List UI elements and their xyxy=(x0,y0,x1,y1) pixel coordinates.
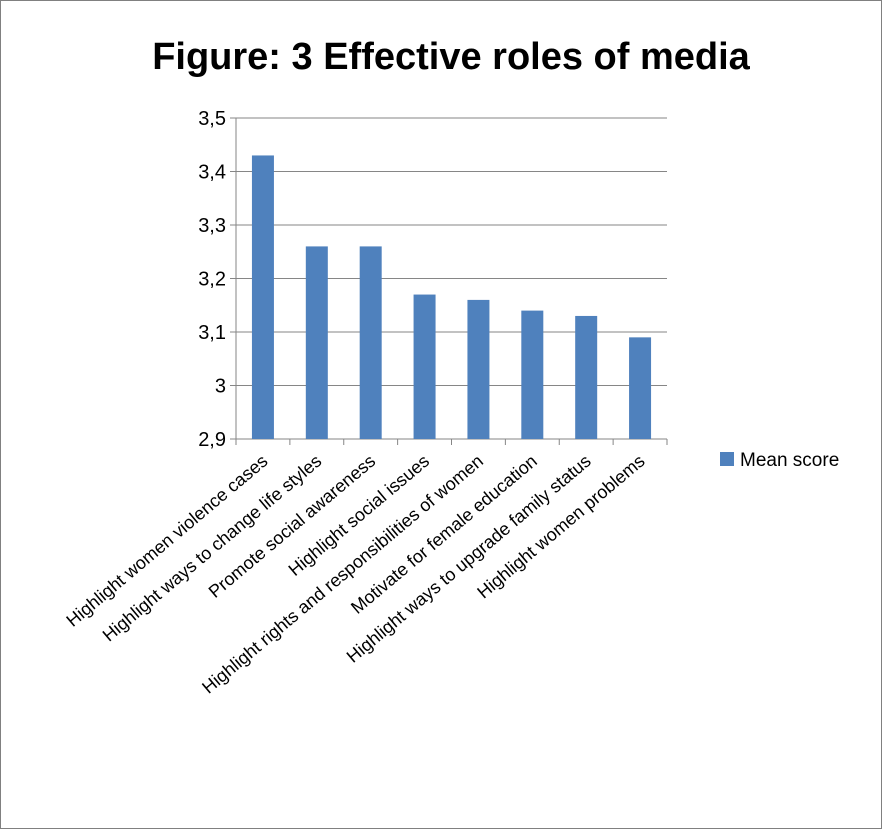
x-tick-labels: Highlight women violence casesHighlight … xyxy=(62,451,648,698)
y-tick-label: 3,5 xyxy=(198,108,226,130)
y-tick-label: 3 xyxy=(215,376,226,398)
legend: Mean score xyxy=(720,450,839,471)
legend-label: Mean score xyxy=(740,450,839,471)
bar xyxy=(467,299,490,439)
y-tick-label: 3,1 xyxy=(198,322,226,344)
bar xyxy=(629,337,652,439)
y-tick-label: 3,3 xyxy=(198,215,226,237)
y-tick-label: 2,9 xyxy=(198,429,226,451)
bar xyxy=(413,294,436,439)
y-tick-labels: 2,9 3 3,1 3,2 3,3 3,4 3,5 xyxy=(198,108,226,451)
gridlines xyxy=(236,117,667,386)
y-tick-label: 3,2 xyxy=(198,269,226,291)
bar xyxy=(251,155,274,439)
bar xyxy=(521,310,544,439)
chart-title: Figure: 3 Effective roles of media xyxy=(152,36,750,78)
x-tick-label: Highlight women violence cases xyxy=(62,451,271,631)
bar xyxy=(575,315,598,439)
bar xyxy=(359,246,382,439)
bar xyxy=(305,246,328,439)
bars xyxy=(251,155,652,439)
axes xyxy=(230,117,668,445)
y-tick-label: 3,4 xyxy=(198,162,226,184)
legend-swatch xyxy=(720,452,734,466)
